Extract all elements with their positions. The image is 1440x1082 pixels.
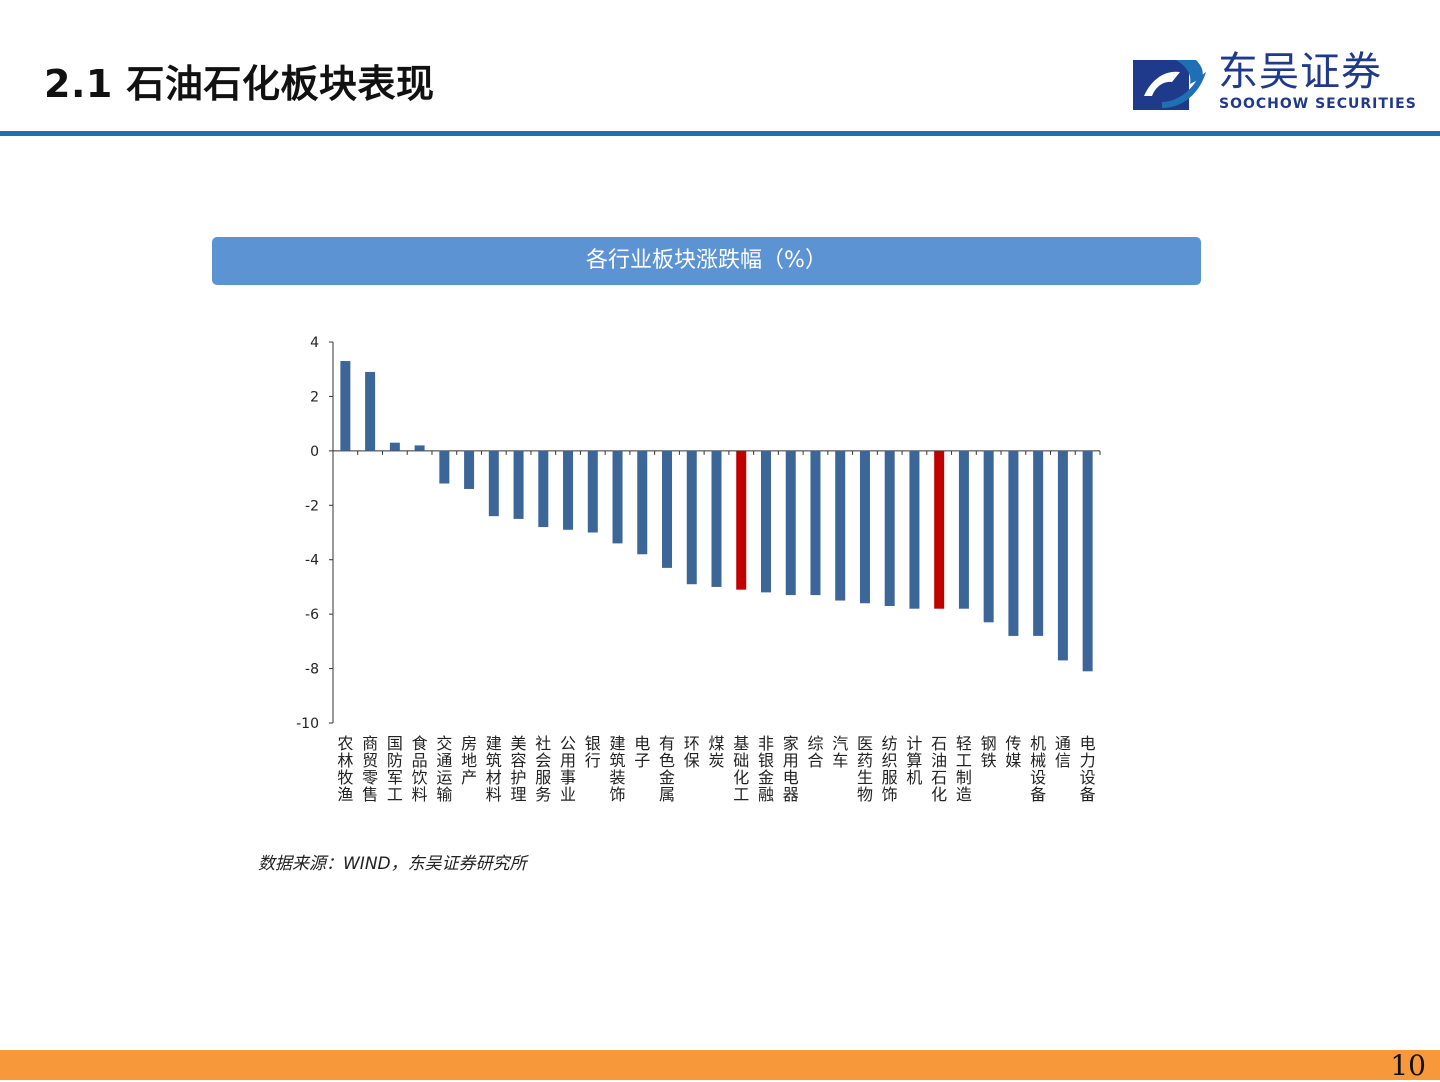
category-label: 交通运输	[436, 734, 452, 804]
category-label: 家用电器	[783, 734, 799, 804]
y-tick-label: -6	[305, 607, 319, 623]
bar	[563, 450, 574, 530]
bar	[835, 450, 846, 601]
category-label: 汽车	[832, 734, 848, 770]
category-label: 电力设备	[1080, 734, 1096, 804]
company-logo: 东吴证券 SOOCHOW SECURITIES	[1132, 50, 1422, 114]
bar	[439, 450, 450, 484]
data-source-note: 数据来源：WIND，东吴证券研究所	[258, 854, 527, 874]
y-tick-label: 0	[310, 444, 319, 460]
category-label: 商贸零售	[362, 734, 378, 804]
category-label: 公用事业	[560, 734, 576, 804]
category-label: 计算机	[906, 734, 922, 787]
bar	[1082, 450, 1093, 672]
category-label: 房地产	[461, 734, 477, 787]
category-label: 有色金属	[659, 734, 675, 804]
y-tick-label: -2	[305, 498, 319, 514]
bar	[934, 450, 945, 609]
y-tick-label: 2	[310, 389, 319, 405]
y-tick-label: -8	[305, 662, 319, 678]
bar	[513, 450, 524, 519]
category-label: 综合	[807, 734, 823, 770]
category-label: 钢铁	[981, 734, 997, 770]
page-number: 10	[1390, 1049, 1426, 1082]
category-label: 农林牧渔	[337, 734, 353, 804]
bar	[340, 361, 351, 451]
page-title: 2.1 石油石化板块表现	[44, 62, 435, 106]
category-label: 非银金融	[758, 734, 774, 804]
bar	[464, 450, 475, 489]
category-label: 环保	[684, 734, 700, 770]
category-label: 石油石化	[931, 734, 947, 804]
bar	[538, 450, 549, 528]
category-label: 食品饮料	[412, 734, 428, 804]
category-label: 传媒	[1005, 734, 1021, 770]
category-label: 社会服务	[535, 734, 551, 804]
bar	[1057, 450, 1068, 661]
category-label: 机械设备	[1030, 734, 1046, 804]
bar	[760, 450, 771, 593]
category-label: 电子	[634, 734, 650, 770]
category-label: 国防军工	[387, 734, 403, 804]
category-label: 煤炭	[708, 734, 724, 770]
bar	[612, 450, 623, 544]
category-label: 医药生物	[857, 734, 873, 804]
category-label: 建筑装饰	[610, 734, 626, 804]
bar	[958, 450, 969, 609]
bar	[662, 450, 673, 568]
bar	[365, 371, 376, 451]
footer-bar	[0, 1050, 1440, 1080]
bar	[686, 450, 697, 585]
category-label: 通信	[1055, 734, 1071, 770]
logo-chinese-name: 东吴证券	[1218, 49, 1382, 95]
category-label: 轻工制造	[956, 734, 972, 804]
bar	[909, 450, 920, 609]
category-label: 建筑材料	[486, 734, 502, 804]
bar	[1008, 450, 1019, 636]
logo-mark-icon	[1133, 60, 1206, 110]
logo-english-name: SOOCHOW SECURITIES	[1219, 96, 1417, 112]
category-label: 美容护理	[511, 734, 527, 804]
bar	[587, 450, 598, 533]
y-tick-label: -4	[305, 553, 319, 569]
bar	[389, 442, 400, 451]
bar	[736, 450, 747, 590]
bar	[1033, 450, 1044, 636]
y-tick-label: 4	[310, 335, 319, 351]
bar	[785, 450, 796, 596]
y-tick-label: -10	[296, 716, 319, 732]
bar	[637, 450, 648, 555]
bar	[859, 450, 870, 604]
category-label: 基础化工	[733, 734, 749, 804]
category-label: 纺织服饰	[882, 734, 898, 804]
header-divider	[0, 131, 1440, 136]
bar	[983, 450, 994, 623]
bar	[414, 445, 425, 451]
bar	[810, 450, 821, 596]
chart-title-banner: 各行业板块涨跌幅（%）	[212, 237, 1201, 285]
category-label: 银行	[585, 734, 601, 770]
bar	[884, 450, 895, 606]
bar	[711, 450, 722, 587]
bar	[488, 450, 499, 517]
